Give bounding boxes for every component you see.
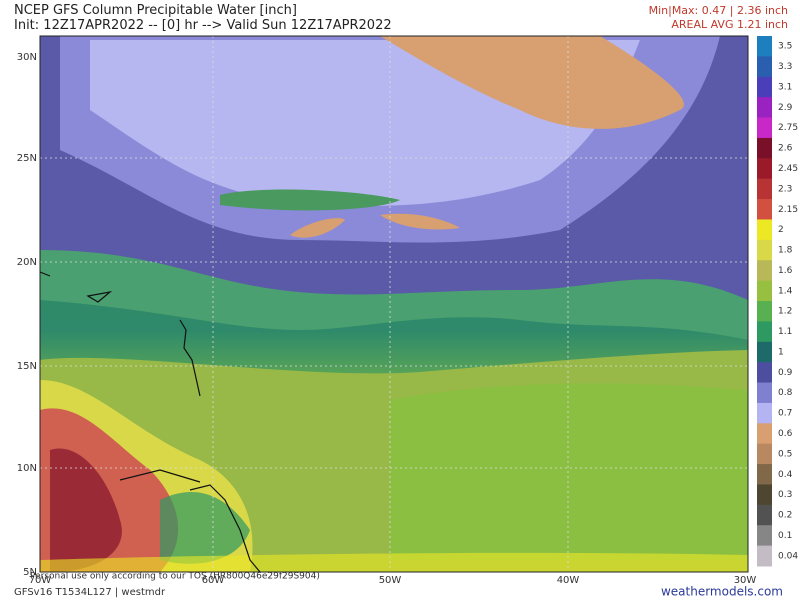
colorbar-label: 0.04: [778, 551, 798, 561]
colorbar-swatch: [757, 36, 772, 57]
colorbar-swatch: [757, 56, 772, 78]
coastline: [39, 271, 261, 573]
colorbar-swatch: [757, 443, 772, 465]
colorbar-label: 1.1: [778, 327, 792, 337]
colorbar-swatch: [757, 178, 772, 200]
colorbar-label: 2.6: [778, 144, 793, 154]
colorbar-swatch: [757, 484, 772, 506]
lat-label: 10N: [17, 463, 37, 474]
colorbar-swatch: [757, 423, 772, 445]
colorbar-label: 1.4: [778, 286, 793, 296]
subtitle: Init: 12Z17APR2022 -- [0] hr --> Valid S…: [14, 18, 392, 33]
colorbar-label: 0.3: [778, 490, 792, 500]
tos-note: Personal use only according to our TOS (…: [30, 572, 320, 582]
lat-label: 15N: [17, 361, 37, 372]
colorbar-label: 2.9: [778, 103, 793, 113]
colorbar-label: 3.5: [778, 42, 792, 52]
colorbar-swatch: [757, 545, 772, 567]
colorbar-swatch: [757, 321, 772, 343]
model-info: GFSv16 T1534L127 | westmdr: [14, 587, 166, 598]
min-max: Min|Max: 0.47 | 2.36 inch: [649, 4, 788, 17]
colorbar-swatch: [757, 280, 772, 302]
colorbar-swatch: [757, 97, 772, 119]
colorbar-swatch: [757, 219, 772, 241]
colorbar-label: 0.9: [778, 368, 793, 378]
lat-label: 25N: [17, 153, 37, 164]
graticule: [40, 36, 748, 572]
colorbar-label: 1.2: [778, 307, 792, 317]
lon-label: 70W: [29, 575, 52, 586]
colorbar-label: 2.3: [778, 184, 792, 194]
colorbar-label: 2.45: [778, 164, 798, 174]
colorbar-swatch: [757, 504, 772, 526]
site-link[interactable]: weathermodels.com: [661, 585, 783, 599]
colorbar-label: 1.8: [778, 246, 793, 256]
colorbar-label: 1: [778, 347, 784, 357]
colorbar-swatch: [757, 362, 772, 384]
colorbar-swatch: [757, 76, 772, 98]
colorbar-swatch: [757, 260, 772, 282]
lat-label: 5N: [23, 567, 37, 578]
colorbar-label: 0.1: [778, 531, 792, 541]
lon-label: 40W: [557, 575, 580, 586]
colorbar-label: 1.6: [778, 266, 793, 276]
colorbar-label: 2.15: [778, 205, 798, 215]
colorbar-swatch: [757, 301, 772, 322]
colorbar-label: 0.4: [778, 470, 793, 480]
colorbar-label: 2.75: [778, 123, 798, 133]
lon-label: 30W: [734, 575, 757, 586]
colorbar-swatch: [757, 464, 772, 485]
colorbar-label: 3.1: [778, 82, 792, 92]
colorbar-swatch: [757, 341, 772, 363]
colorbar-label: 0.2: [778, 511, 792, 521]
colorbar-swatch: [757, 402, 772, 424]
colorbar-label: 3.3: [778, 62, 792, 72]
areal-avg: AREAL AVG 1.21 inch: [671, 18, 788, 31]
lon-label: 50W: [379, 575, 402, 586]
colorbar-label: 0.7: [778, 409, 792, 419]
lat-label: 30N: [17, 52, 37, 63]
colorbar-swatch: [757, 239, 772, 261]
colorbar-swatch: [757, 117, 772, 139]
map-frame: [39, 35, 749, 573]
colorbar-swatch: [757, 199, 772, 220]
colorbar-label: 0.5: [778, 449, 792, 459]
colorbar-swatch: [757, 137, 772, 159]
lat-label: 20N: [17, 257, 37, 268]
colorbar-swatch: [757, 525, 772, 547]
title: NCEP GFS Column Precipitable Water [inch…: [14, 3, 297, 18]
colorbar-label: 0.6: [778, 429, 793, 439]
lon-label: 60W: [202, 575, 225, 586]
colorbar-swatch: [757, 158, 772, 180]
colorbar-label: 0.8: [778, 388, 793, 398]
colorbar-label: 2: [778, 225, 784, 235]
colorbar-swatch: [757, 382, 772, 404]
map-field: [40, 36, 748, 572]
